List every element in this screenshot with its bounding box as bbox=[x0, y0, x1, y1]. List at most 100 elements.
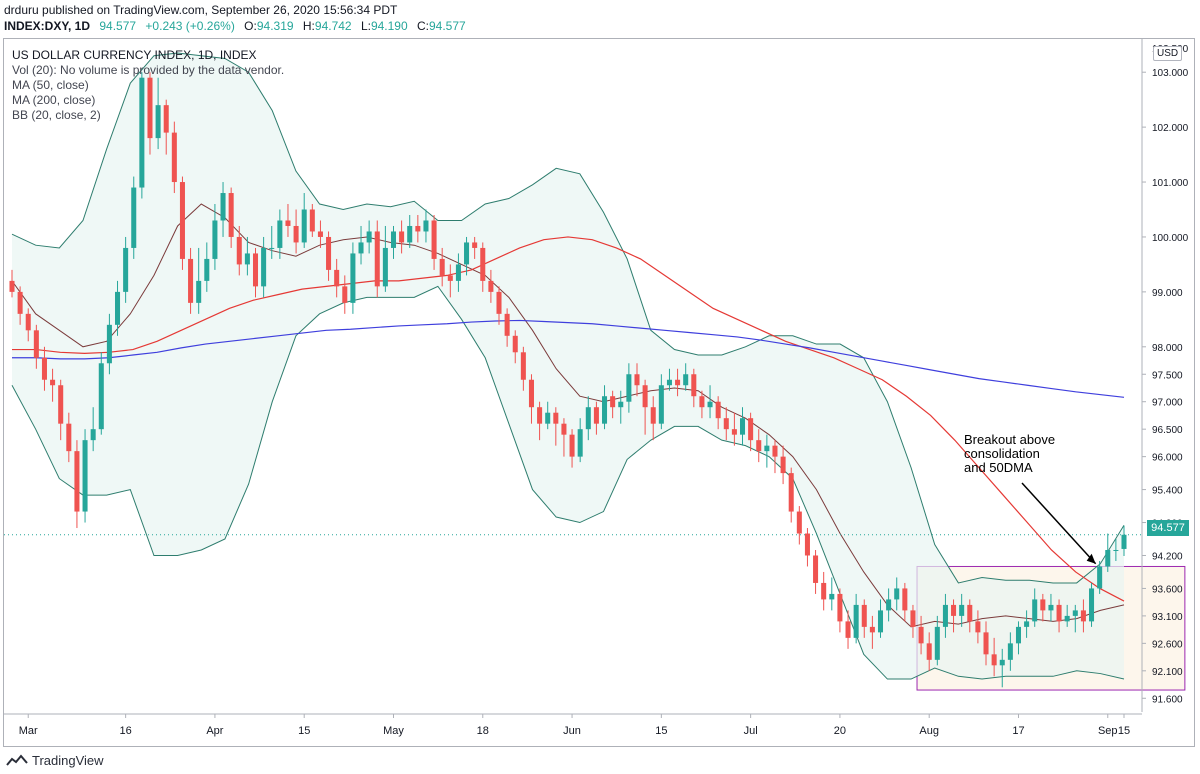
candle-body bbox=[1113, 549, 1119, 551]
candle-body bbox=[1048, 604, 1054, 611]
candle-body bbox=[967, 604, 973, 622]
y-tick-label: 99.000 bbox=[1152, 288, 1183, 299]
last-price-tag: 94.577 bbox=[1147, 520, 1189, 536]
candle-body bbox=[813, 555, 819, 583]
candle-body bbox=[707, 401, 713, 408]
close-label: C: bbox=[417, 19, 429, 33]
candle-body bbox=[17, 291, 23, 314]
candle-body bbox=[228, 193, 234, 237]
publisher-line: drduru published on TradingView.com, Sep… bbox=[4, 3, 398, 17]
y-tick-label: 92.600 bbox=[1152, 639, 1183, 650]
candle-body bbox=[188, 258, 194, 303]
candle-body bbox=[98, 363, 104, 430]
y-tick-label: 96.000 bbox=[1152, 453, 1183, 464]
x-tick-label: 17 bbox=[1012, 725, 1024, 737]
ma50-line bbox=[12, 236, 1125, 602]
candle-body bbox=[115, 291, 121, 325]
candle-body bbox=[1072, 610, 1078, 616]
x-tick-label: 15 bbox=[1118, 725, 1130, 737]
candle-body bbox=[269, 247, 275, 249]
candle-body bbox=[886, 599, 892, 611]
candle-body bbox=[382, 247, 388, 287]
candle-body bbox=[577, 429, 583, 457]
candle-body bbox=[528, 379, 534, 408]
chart-header: drduru published on TradingView.com, Sep… bbox=[0, 0, 1200, 38]
candle-body bbox=[845, 621, 851, 638]
candle-body bbox=[25, 313, 31, 331]
legend-bb: BB (20, close, 2) bbox=[12, 108, 101, 122]
candle-body bbox=[74, 451, 80, 512]
legend-ma50: MA (50, close) bbox=[12, 78, 89, 92]
candle-body bbox=[918, 626, 924, 644]
candle-body bbox=[675, 379, 681, 386]
candle-body bbox=[642, 385, 648, 408]
indicator-legend: US DOLLAR CURRENCY INDEX, 1D, INDEX Vol … bbox=[12, 48, 284, 123]
candle-body bbox=[1056, 604, 1062, 622]
candle-body bbox=[212, 220, 218, 259]
candle-body bbox=[106, 324, 112, 364]
close-value: 94.577 bbox=[429, 19, 466, 33]
candle-body bbox=[326, 236, 332, 270]
candle-body bbox=[764, 445, 770, 452]
x-tick-label: 15 bbox=[298, 725, 310, 737]
candle-body bbox=[910, 610, 916, 627]
bollinger-upper-line bbox=[11, 52, 1125, 584]
candle-body bbox=[772, 445, 778, 457]
y-tick-label: 101.000 bbox=[1152, 178, 1189, 189]
x-tick-label: Sep bbox=[1098, 725, 1118, 737]
candle-body bbox=[50, 379, 56, 386]
candle-body bbox=[285, 220, 291, 226]
x-tick-label: Aug bbox=[919, 725, 939, 737]
candle-body bbox=[447, 275, 453, 281]
candle-body bbox=[593, 407, 599, 424]
y-tick-label: 95.400 bbox=[1152, 486, 1183, 497]
candle-body bbox=[951, 604, 957, 616]
bollinger-basis-line bbox=[11, 203, 1125, 628]
candle-body bbox=[196, 280, 202, 303]
candle-body bbox=[480, 247, 486, 281]
candle-body bbox=[244, 253, 250, 265]
candle-body bbox=[171, 132, 177, 183]
chart-area[interactable] bbox=[3, 38, 1195, 747]
candle-body bbox=[472, 242, 478, 248]
candle-body bbox=[1040, 599, 1046, 611]
candle-body bbox=[374, 231, 380, 287]
candle-body bbox=[358, 242, 364, 254]
candle-body bbox=[82, 440, 88, 512]
candle-body bbox=[999, 659, 1005, 666]
candle-body bbox=[301, 209, 307, 243]
candle-body bbox=[942, 604, 948, 627]
candle-body bbox=[504, 313, 510, 336]
candle-body bbox=[58, 385, 64, 424]
candle-body bbox=[277, 220, 283, 248]
candle-body bbox=[699, 396, 705, 408]
candle-body bbox=[1105, 549, 1111, 567]
candle-body bbox=[9, 280, 15, 292]
candle-body bbox=[902, 588, 908, 611]
tradingview-logo[interactable]: TradingView bbox=[6, 753, 104, 768]
candle-body bbox=[991, 654, 997, 666]
candle-body bbox=[179, 182, 185, 259]
x-tick-label: Jun bbox=[563, 725, 581, 737]
candle-body bbox=[569, 434, 575, 457]
candle-body bbox=[1032, 599, 1038, 622]
bollinger-lower-line bbox=[11, 285, 1125, 680]
candle-body bbox=[399, 231, 405, 243]
breakout-annotation: Breakout above consolidation and 50DMA bbox=[964, 432, 1056, 475]
candle-body bbox=[1097, 566, 1103, 589]
candle-body bbox=[869, 626, 875, 633]
candle-body bbox=[415, 225, 421, 232]
price-change: +0.243 (+0.26%) bbox=[145, 19, 235, 33]
annotation-arrowhead bbox=[1086, 553, 1096, 564]
last-price: 94.577 bbox=[99, 19, 137, 33]
candle-body bbox=[431, 220, 437, 259]
candle-body bbox=[464, 242, 470, 265]
candle-body bbox=[585, 407, 591, 430]
candle-body bbox=[309, 209, 315, 232]
y-tick-label: 93.600 bbox=[1152, 584, 1183, 595]
currency-badge[interactable]: USD bbox=[1153, 46, 1183, 61]
candle-body bbox=[650, 407, 656, 424]
open-label: O: bbox=[244, 19, 257, 33]
y-tick-label: 97.000 bbox=[1152, 398, 1183, 409]
